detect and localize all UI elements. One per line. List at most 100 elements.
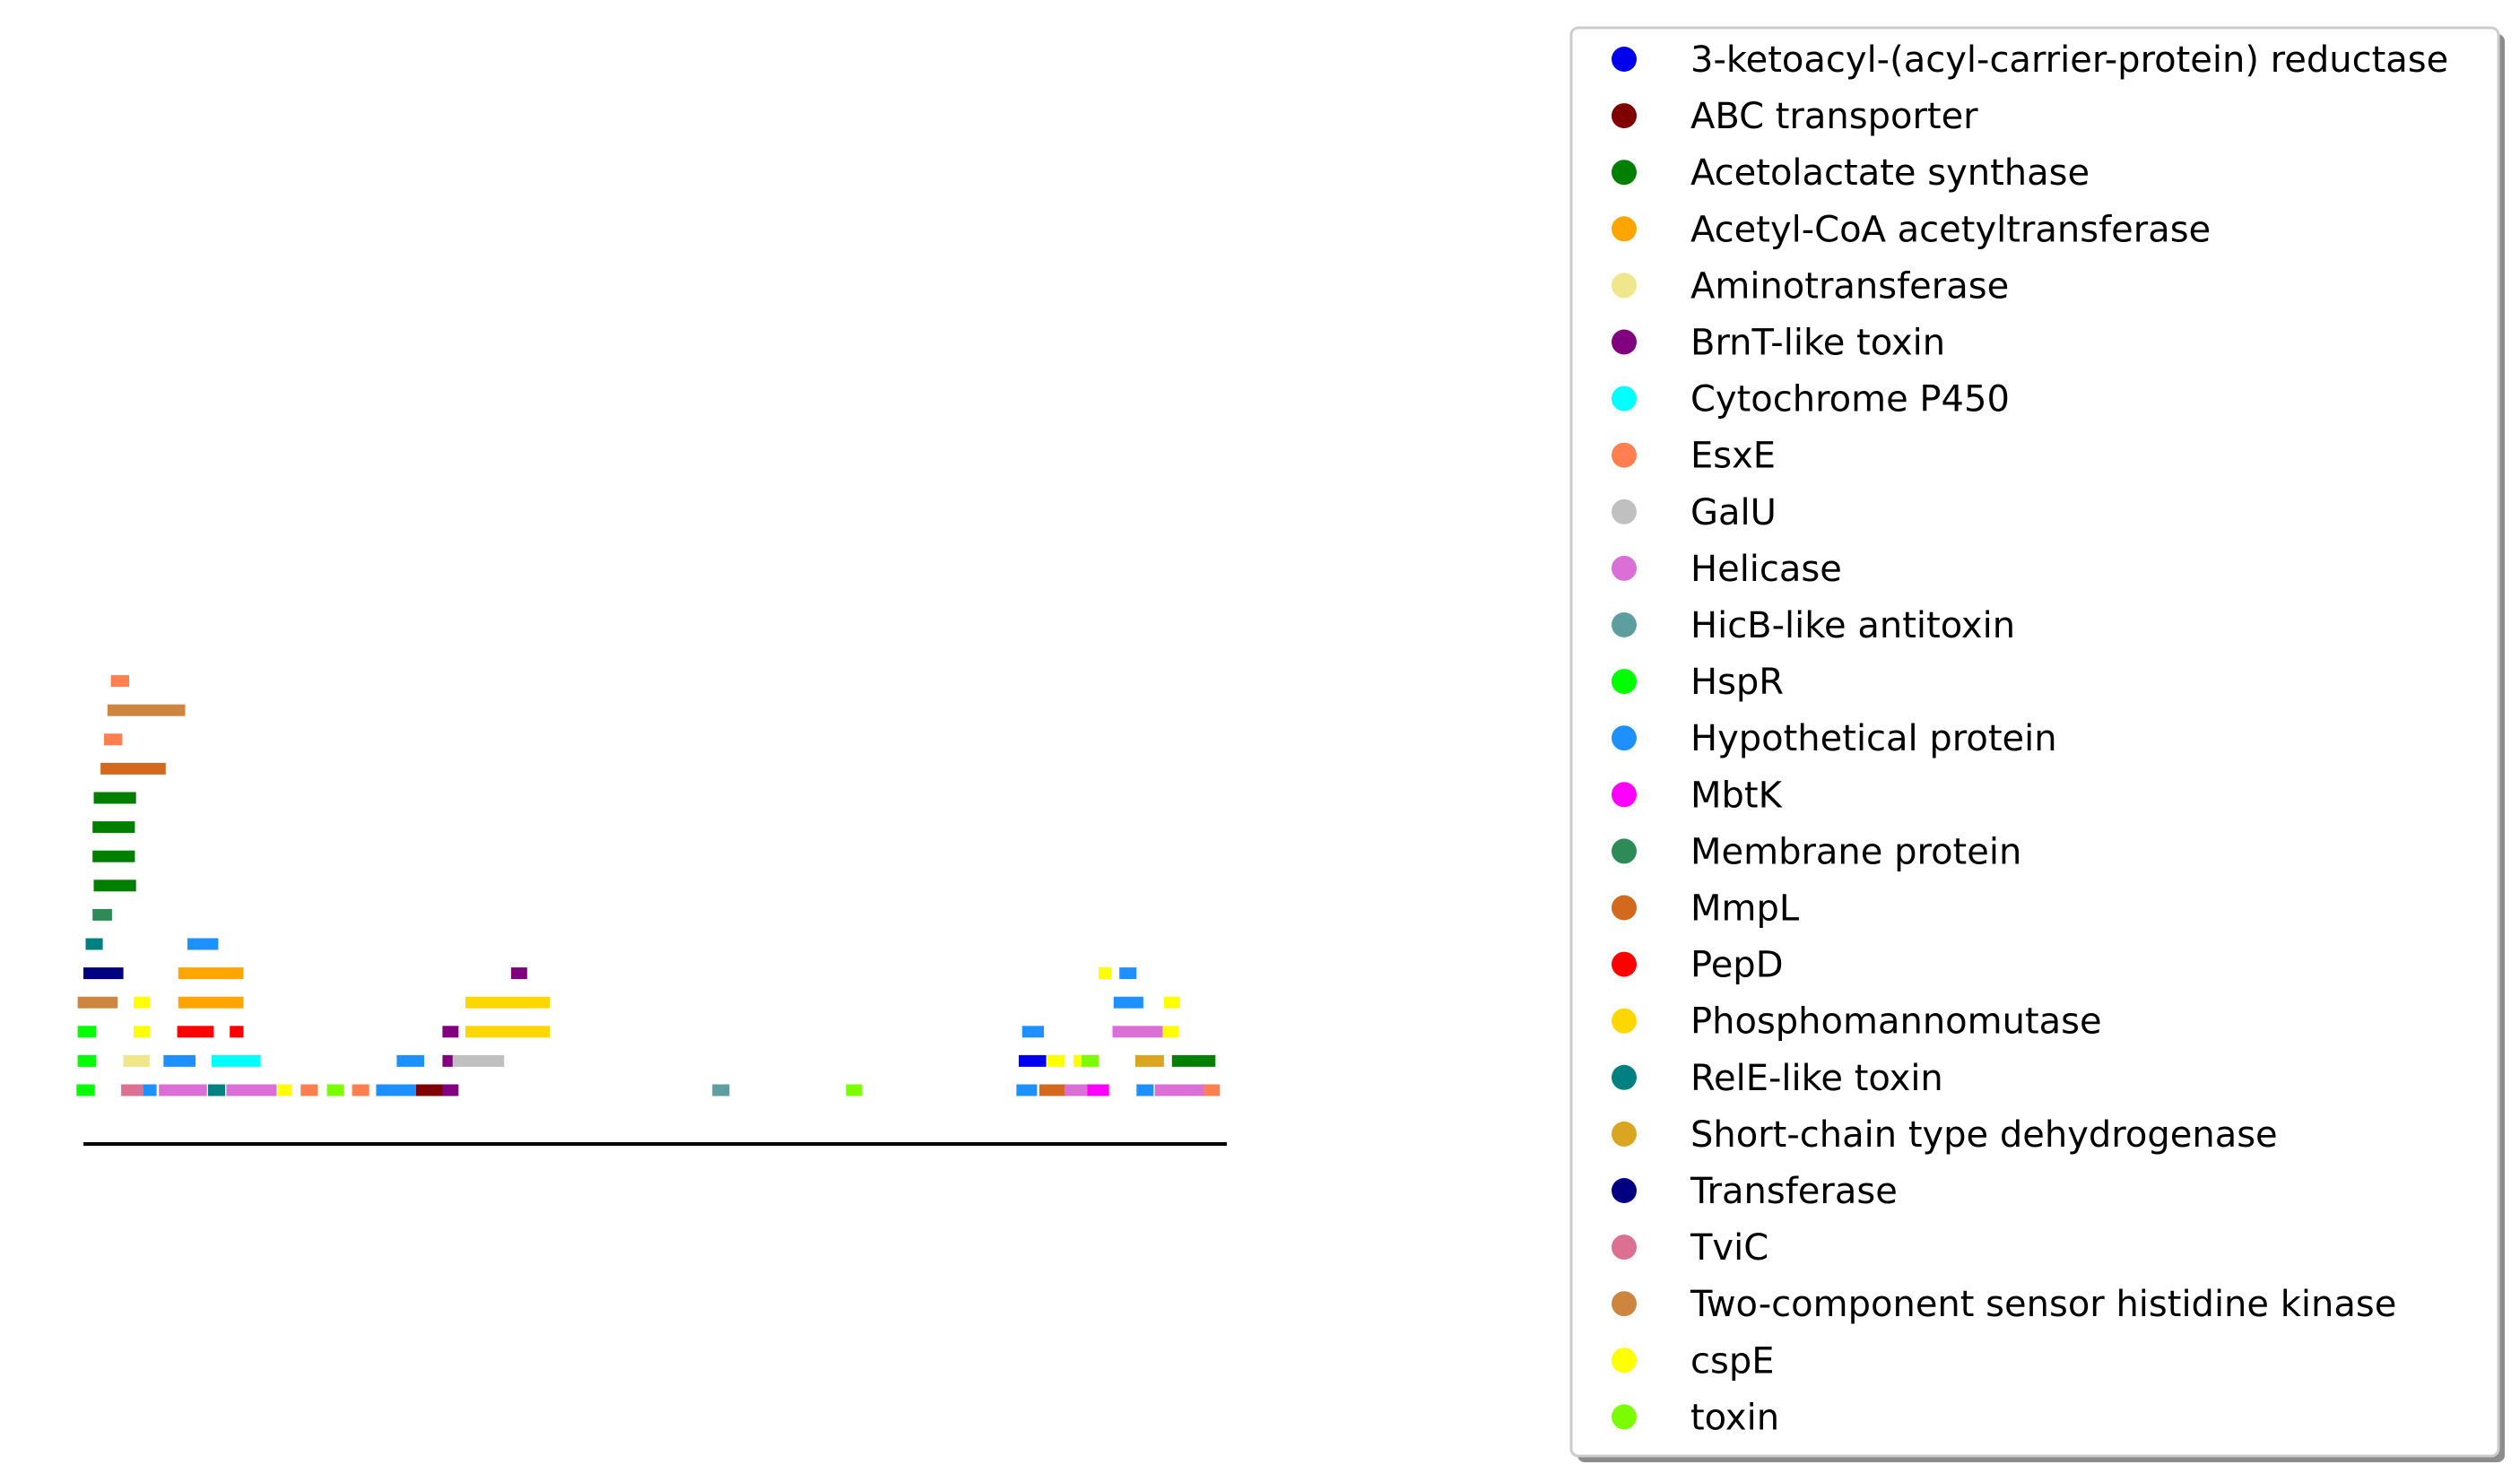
legend-marker: [1612, 103, 1637, 129]
gene-segment: [1204, 1084, 1221, 1096]
legend-entry: Hypothetical protein: [1612, 718, 2057, 759]
gene-segment: [187, 938, 219, 950]
gene-segment: [396, 1054, 424, 1067]
gene-segment: [1136, 1084, 1154, 1096]
legend-marker: [1612, 1347, 1637, 1373]
legend-entry: EsxE: [1612, 436, 1776, 477]
legend-entry: HspR: [1612, 662, 1784, 703]
legend-entry: 3-ketoacyl-(acyl-carrier-protein) reduct…: [1612, 39, 2448, 81]
legend-label: Phosphomannomutase: [1690, 1001, 2102, 1043]
gene-segment: [93, 792, 136, 804]
legend-label: Acetolactate synthase: [1690, 152, 2090, 194]
gene-segment: [92, 850, 135, 862]
gene-segment: [178, 996, 244, 1009]
legend-label: PepD: [1690, 945, 1784, 986]
gene-segment: [510, 967, 527, 980]
legend-marker: [1612, 838, 1637, 864]
gene-segment: [83, 967, 124, 980]
gene-segment: [442, 1084, 459, 1096]
gene-segment: [442, 1026, 459, 1038]
gene-segment: [277, 1084, 292, 1096]
gene-segment: [352, 1084, 369, 1096]
legend-label: TviC: [1690, 1227, 1768, 1269]
gene-segment: [442, 1054, 453, 1067]
legend-entry: Acetyl-CoA acetyltransferase: [1612, 209, 2211, 250]
gene-segment: [159, 1084, 207, 1096]
gene-segment: [226, 1084, 277, 1096]
legend-marker: [1612, 273, 1637, 299]
gene-segment: [712, 1084, 730, 1096]
legend-marker: [1612, 386, 1637, 412]
gene-segment: [110, 675, 129, 688]
gene-segment: [123, 1054, 150, 1067]
gene-segment: [1021, 1026, 1044, 1038]
legend-label: HspR: [1690, 662, 1784, 703]
legend-entry: Short-chain type dehydrogenase: [1612, 1114, 2278, 1156]
legend-frame: [1569, 26, 2500, 1458]
gene-segment: [92, 908, 112, 921]
legend-label: Transferase: [1690, 1171, 1898, 1212]
gene-segment: [1064, 1084, 1088, 1096]
legend-label: HicB-like antitoxin: [1690, 605, 2015, 646]
legend-marker: [1612, 1291, 1637, 1317]
legend-entry: Aminotransferase: [1612, 265, 2009, 307]
gene-segment: [1163, 996, 1180, 1009]
legend-marker: [1612, 555, 1637, 581]
gene-segment: [1119, 967, 1137, 980]
legend-marker: [1612, 1235, 1637, 1261]
legend-marker: [1612, 782, 1637, 808]
gene-segment: [85, 938, 103, 950]
gene-segment: [326, 1084, 344, 1096]
legend-marker: [1612, 47, 1637, 72]
gene-segment: [1135, 1054, 1164, 1067]
gene-segment: [177, 1026, 214, 1038]
legend-entry: Cytochrome P450: [1612, 379, 2010, 420]
legend-label: Cytochrome P450: [1690, 379, 2010, 420]
legend-label: RelE-like toxin: [1690, 1058, 1943, 1099]
legend-marker: [1612, 329, 1637, 355]
gene-segment: [465, 1026, 551, 1038]
legend-entry: cspE: [1612, 1340, 1775, 1382]
legend-label: ABC transporter: [1690, 96, 1978, 137]
legend-entry: RelE-like toxin: [1612, 1058, 1943, 1099]
gene-segment: [104, 733, 123, 746]
legend-marker: [1612, 951, 1637, 977]
legend-entry: Phosphomannomutase: [1612, 1001, 2102, 1043]
legend-label: Short-chain type dehydrogenase: [1690, 1114, 2278, 1156]
gene-segment: [1113, 996, 1143, 1009]
legend-entry: BrnT-like toxin: [1612, 323, 1945, 364]
legend-entry: Transferase: [1612, 1171, 1898, 1212]
legend-entry: HicB-like antitoxin: [1612, 605, 2015, 646]
legend-entry: ABC transporter: [1612, 96, 1978, 137]
legend-marker: [1612, 895, 1637, 921]
gene-segment: [465, 996, 551, 1009]
gene-segment: [107, 704, 186, 716]
legend-label: EsxE: [1690, 436, 1776, 477]
gene-segment: [178, 967, 244, 980]
legend-label: Acetyl-CoA acetyltransferase: [1690, 209, 2211, 250]
gene-segment: [1087, 1084, 1109, 1096]
gene-segment: [77, 1054, 96, 1067]
legend-label: Two-component sensor histidine kinase: [1690, 1284, 2396, 1325]
gene-segment: [134, 1026, 150, 1038]
legend-entry: TviC: [1612, 1227, 1768, 1269]
legend-entry: Helicase: [1612, 549, 1842, 590]
legend-marker: [1612, 725, 1637, 751]
gene-segment: [134, 996, 150, 1009]
gene-segment: [121, 1084, 143, 1096]
gene-segment: [143, 1084, 157, 1096]
gene-segment: [77, 1026, 96, 1038]
legend-marker: [1612, 160, 1637, 186]
legend-entry: GalU: [1612, 492, 1777, 533]
gene-segment: [211, 1054, 261, 1067]
gene-segment: [77, 996, 118, 1009]
gene-segment: [1019, 1054, 1047, 1067]
legend-entries: 3-ketoacyl-(acyl-carrier-protein) reduct…: [1612, 39, 2448, 1438]
gene-segment: [230, 1026, 244, 1038]
legend-label: Aminotransferase: [1690, 265, 2009, 307]
gene-segment: [1112, 1026, 1163, 1038]
legend-label: MbtK: [1690, 775, 1784, 816]
legend-entry: toxin: [1612, 1397, 1779, 1438]
legend-label: MmpL: [1690, 888, 1800, 930]
